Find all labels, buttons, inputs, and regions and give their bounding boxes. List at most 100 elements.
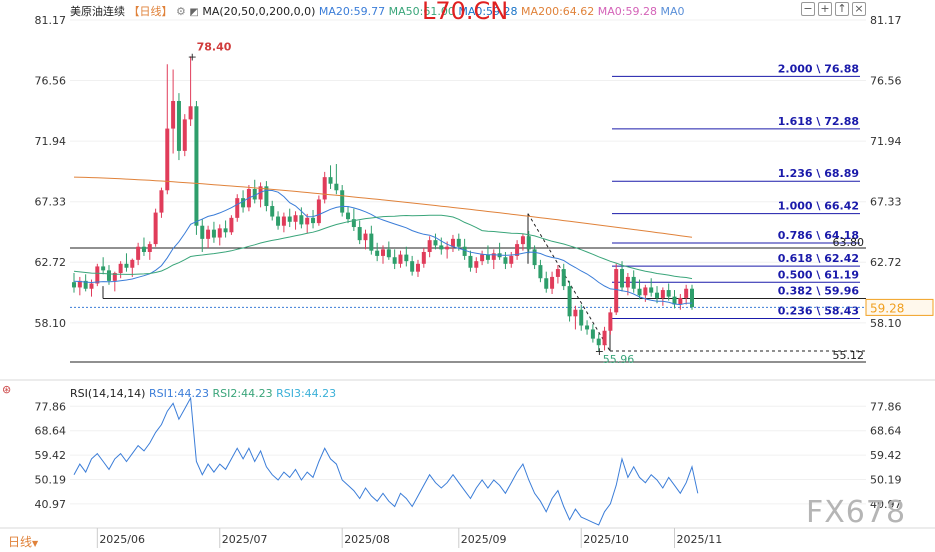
candle bbox=[398, 250, 403, 268]
candle-body bbox=[89, 283, 94, 289]
fib-level-label: 0.382 \ 59.96 bbox=[778, 284, 860, 297]
candle bbox=[293, 211, 298, 230]
ma-values: MA20:59.77 MA50:61.00 MA0:59.28 MA200:64… bbox=[319, 5, 685, 18]
y-tick-right: 67.33 bbox=[870, 196, 902, 209]
candle bbox=[631, 270, 636, 293]
rsi-tick-right: 50.19 bbox=[870, 474, 902, 487]
rsi-value-2: RSI3:44.23 bbox=[272, 387, 337, 400]
ma-value-3: MA200:64.62 bbox=[517, 5, 595, 18]
y-tick-left: 67.33 bbox=[35, 196, 67, 209]
x-tick-label: 2025/08 bbox=[344, 533, 390, 546]
candle bbox=[194, 101, 199, 235]
x-tick-label: 2025/09 bbox=[461, 533, 507, 546]
period-bracket[interactable]: 【日线】 bbox=[128, 5, 173, 18]
candle bbox=[118, 261, 123, 279]
ma50-line bbox=[73, 214, 693, 280]
candle-body bbox=[293, 215, 298, 222]
candle-body bbox=[515, 244, 520, 256]
candle bbox=[690, 284, 694, 310]
rsi-tick-right: 68.64 bbox=[870, 425, 902, 438]
candle-body bbox=[410, 261, 415, 272]
candle bbox=[427, 236, 432, 258]
candle-body bbox=[421, 251, 426, 264]
period-button[interactable]: 日线▼ bbox=[8, 533, 38, 550]
plus-icon[interactable]: + bbox=[818, 2, 832, 16]
candle-body bbox=[550, 276, 555, 289]
candle bbox=[450, 234, 455, 252]
candle-body bbox=[264, 186, 269, 207]
candle bbox=[381, 245, 385, 264]
low-label: 55.96 bbox=[603, 353, 635, 366]
candle-body bbox=[555, 269, 560, 277]
close-icon[interactable]: × bbox=[852, 2, 866, 16]
gear-icon[interactable]: ⚙ bbox=[176, 5, 186, 18]
period-label: 日线 bbox=[139, 5, 162, 18]
candle-body bbox=[439, 245, 444, 250]
candle-body bbox=[171, 101, 176, 129]
candle-body bbox=[101, 266, 106, 271]
alarm-icon[interactable]: ⊛ bbox=[2, 383, 12, 396]
candle-body bbox=[258, 186, 263, 200]
fib-level-label: 0.236 \ 58.43 bbox=[778, 305, 859, 318]
candle bbox=[328, 165, 333, 189]
candle bbox=[322, 171, 327, 204]
candle-body bbox=[316, 199, 321, 224]
candle-body bbox=[474, 261, 479, 268]
candle bbox=[101, 257, 106, 275]
up-arrow-icon[interactable]: ↑ bbox=[835, 2, 849, 16]
y-tick-left: 76.56 bbox=[35, 75, 67, 88]
candle-body bbox=[602, 330, 607, 346]
fib-level-label: 0.786 \ 64.18 bbox=[778, 229, 859, 242]
fib-swing-line bbox=[527, 213, 611, 352]
indicator-toggle-icon[interactable]: ◩ bbox=[189, 7, 199, 18]
ma-value-1: MA50:61.00 bbox=[385, 5, 455, 18]
low-marker: + bbox=[595, 345, 604, 358]
candle bbox=[503, 251, 508, 270]
high-label: 78.40 bbox=[197, 40, 232, 53]
candle-body bbox=[363, 233, 368, 241]
candle bbox=[555, 265, 560, 284]
candle bbox=[252, 179, 257, 204]
candle-body bbox=[643, 287, 648, 296]
candle bbox=[602, 326, 607, 351]
rsi-tick-left: 59.42 bbox=[35, 449, 67, 462]
rsi-value-1: RSI2:44.23 bbox=[209, 387, 273, 400]
candle-body bbox=[503, 257, 508, 264]
fib-level-label: 1.236 \ 68.89 bbox=[778, 167, 859, 180]
candle-body bbox=[346, 212, 351, 220]
y-tick-right: 81.17 bbox=[870, 14, 902, 27]
candle bbox=[147, 241, 152, 260]
candle bbox=[258, 182, 263, 208]
rsi-label: RSI(14,14,14) bbox=[70, 387, 146, 400]
candle-body bbox=[415, 263, 420, 272]
candle-body bbox=[112, 272, 117, 281]
main-chart-header: 美原油连续 【日线】 ⚙ ◩ MA(20,50,0,200,0,0) MA20:… bbox=[70, 3, 685, 19]
minus-icon[interactable]: − bbox=[801, 2, 815, 16]
ma-value-5: MA0 bbox=[657, 5, 685, 18]
candle-body bbox=[404, 254, 409, 262]
candle-body bbox=[136, 246, 141, 260]
candle-body bbox=[223, 228, 228, 233]
candle-body bbox=[235, 198, 240, 218]
candle-body bbox=[188, 106, 193, 120]
candle-body bbox=[485, 254, 490, 260]
candle bbox=[585, 320, 590, 335]
candle-body bbox=[666, 290, 671, 297]
period-button-label: 日线 bbox=[8, 535, 33, 549]
candle-body bbox=[153, 212, 158, 245]
ma200-line bbox=[73, 176, 693, 238]
rsi-values: RSI1:44.23 RSI2:44.23 RSI3:44.23 bbox=[149, 387, 336, 400]
rsi-tick-left: 50.19 bbox=[35, 474, 67, 487]
candle-body bbox=[678, 297, 683, 305]
candle bbox=[392, 249, 397, 270]
y-tick-left: 81.17 bbox=[35, 14, 67, 27]
rsi-tick-right: 59.42 bbox=[870, 449, 902, 462]
candle-body bbox=[637, 288, 642, 296]
candle bbox=[672, 290, 677, 309]
candle-body bbox=[340, 190, 345, 213]
candle-body bbox=[217, 228, 222, 238]
candle bbox=[439, 237, 444, 255]
candle bbox=[532, 245, 537, 270]
candle bbox=[608, 308, 613, 335]
candle bbox=[171, 69, 176, 154]
